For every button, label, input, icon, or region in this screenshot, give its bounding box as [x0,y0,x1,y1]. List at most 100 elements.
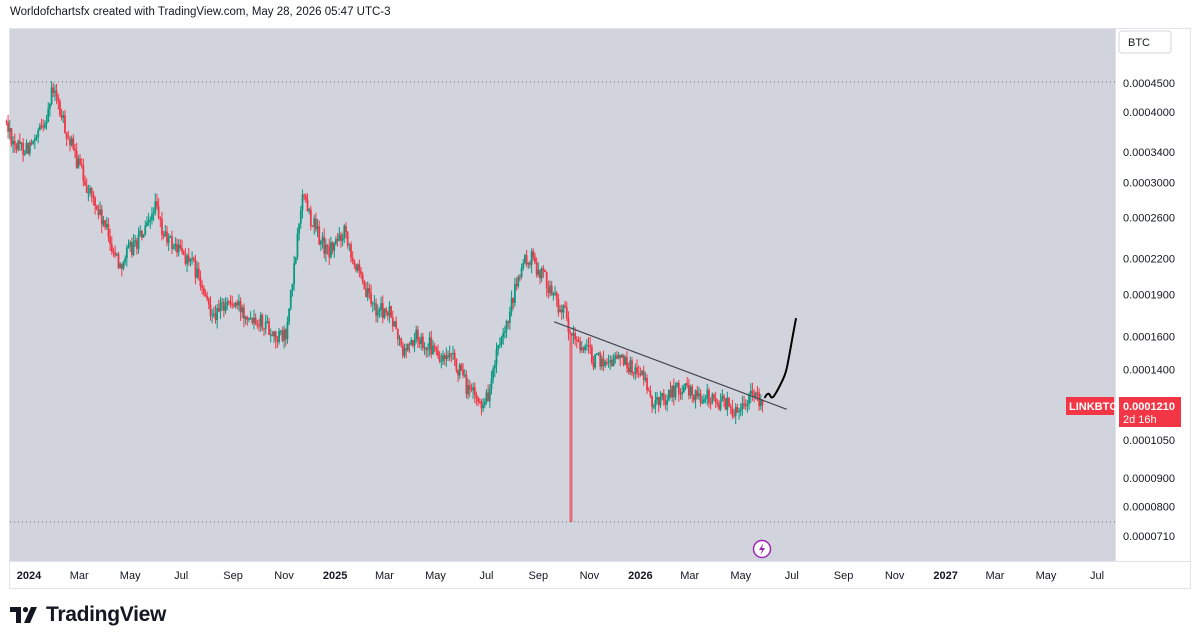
candle [293,255,296,291]
candle [157,198,160,220]
candle-body [236,302,239,306]
time-tick-label: Mar [70,570,89,582]
candle-body [55,90,58,97]
candle-body [448,353,451,358]
lightning-icon[interactable] [752,539,772,559]
candle [49,102,51,117]
candle [348,243,351,252]
candle [380,296,382,317]
candle-body [20,142,23,144]
candle [616,350,618,360]
candle [535,257,538,278]
candle [206,291,209,302]
candle [331,241,334,255]
candle-body [743,403,745,406]
candle [545,271,548,297]
candlestick-series [5,81,764,522]
candle-body [263,328,265,330]
currency-button[interactable]: BTC [1118,30,1172,54]
candle [95,204,98,211]
candle-body [388,306,391,316]
candle [64,109,66,134]
candle [525,249,528,268]
candle [263,328,265,337]
candle-body [216,308,219,321]
tradingview-logo[interactable]: TradingView [10,603,166,627]
candle-body [321,236,324,242]
candle [204,289,207,298]
candle-body [207,298,210,305]
candle [724,397,727,411]
time-tick-label: Sep [834,570,854,582]
candle-body [254,317,257,325]
trendline [554,321,787,410]
candle-body [475,394,478,399]
candle-body [395,321,398,329]
candle [340,231,342,248]
candle-body [117,254,120,269]
candle [539,268,541,285]
candle-body [172,246,175,249]
candle [562,304,565,319]
candle-body [422,336,424,349]
symbol-badge-text: LINKBTC [1069,401,1117,413]
candle-body [169,236,172,238]
candle [696,385,699,400]
candle [75,142,78,169]
candle [437,344,439,359]
candle [391,310,394,332]
candle-body [62,115,65,118]
candle [27,142,30,155]
plot-area[interactable] [10,29,1115,561]
candle-body [514,283,516,304]
candle [527,262,530,269]
candle-body [363,281,366,289]
time-tick-label: Sep [223,570,243,582]
candle-body [288,308,291,323]
candle [306,193,309,212]
candle-body [709,402,712,404]
candle-body [609,360,612,363]
candle-body [562,305,565,313]
candle [355,263,357,273]
candle [147,212,150,226]
candle-body [691,386,694,396]
candle-body [115,254,118,256]
candle [728,397,730,407]
price-axis[interactable]: 0.0004500 0.0004000 0.0003400 0.0003000 0.00… [1123,78,1175,543]
candle [390,305,393,319]
candle-body [517,276,520,287]
candle-body [214,313,217,321]
candle [117,251,120,270]
candle-body [179,244,182,249]
price-tick-label: 0.0000710 [1123,531,1175,543]
candle-body [52,87,55,93]
price-tick-label: 0.0004500 [1123,78,1175,90]
candle [375,298,377,323]
candle-body [716,402,719,404]
price-tick-label: 0.0001400 [1123,364,1175,376]
candle-body [112,251,115,253]
time-axis[interactable]: 2024 Mar May Jul Sep Nov 2025 Mar May Jul Sep Nov 20… [17,570,1104,582]
candle-body [477,398,480,402]
candle-body [308,209,311,212]
candle [636,359,638,378]
candle [211,309,214,324]
candle-body [741,403,744,409]
candle-body [708,389,710,403]
candle [736,404,739,414]
candle-body [42,126,45,128]
candle-body [537,270,540,275]
candle [214,305,217,324]
candle [589,336,592,355]
candle-body [100,209,103,225]
candle-body [154,201,157,213]
candle [124,255,127,266]
candle-body [657,397,660,406]
candle [716,398,719,408]
candle-body [375,303,377,316]
candle [321,232,324,249]
candle-body [167,236,170,243]
candle [422,332,424,352]
